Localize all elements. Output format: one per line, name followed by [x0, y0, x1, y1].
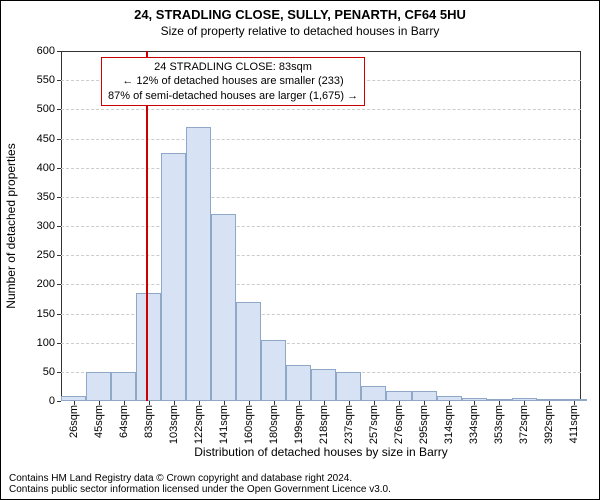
gridline — [61, 109, 581, 110]
histogram-bar — [161, 153, 186, 401]
footer-line-2: Contains public sector information licen… — [9, 484, 391, 495]
x-tick-mark — [99, 401, 100, 405]
gridline — [61, 284, 581, 285]
x-tick-label: 180sqm — [268, 405, 280, 444]
histogram-bar — [236, 302, 261, 401]
x-axis-label: Distribution of detached houses by size … — [194, 445, 447, 459]
x-tick-mark — [574, 401, 575, 405]
x-tick-label: 45sqm — [93, 405, 105, 438]
x-tick-mark — [399, 401, 400, 405]
x-tick-mark — [124, 401, 125, 405]
y-tick-mark — [57, 226, 61, 227]
histogram-bar — [186, 127, 211, 401]
y-tick-mark — [57, 372, 61, 373]
histogram-bar — [261, 340, 286, 401]
x-tick-label: 160sqm — [243, 405, 255, 444]
x-tick-label: 353sqm — [493, 405, 505, 444]
annotation-line-2: ← 12% of detached houses are smaller (23… — [108, 74, 358, 88]
x-tick-mark — [274, 401, 275, 405]
footer-line-1: Contains HM Land Registry data © Crown c… — [9, 473, 391, 484]
y-tick-mark — [57, 109, 61, 110]
histogram-bar — [211, 214, 236, 401]
histogram-bar — [361, 386, 386, 401]
x-tick-label: 334sqm — [468, 405, 480, 444]
histogram-bar — [286, 365, 311, 401]
chart-subtitle: Size of property relative to detached ho… — [1, 24, 599, 38]
x-tick-label: 64sqm — [118, 405, 130, 438]
histogram-bar — [136, 293, 161, 401]
x-tick-mark — [174, 401, 175, 405]
x-tick-label: 83sqm — [143, 405, 155, 438]
x-tick-label: 103sqm — [168, 405, 180, 444]
x-tick-label: 314sqm — [443, 405, 455, 444]
x-tick-mark — [74, 401, 75, 405]
chart-container: 24, STRADLING CLOSE, SULLY, PENARTH, CF6… — [0, 0, 600, 500]
annotation-line-3: 87% of semi-detached houses are larger (… — [108, 89, 358, 103]
x-tick-label: 26sqm — [68, 405, 80, 438]
x-tick-mark — [449, 401, 450, 405]
histogram-bar — [336, 372, 361, 401]
x-tick-mark — [324, 401, 325, 405]
y-tick-mark — [57, 197, 61, 198]
x-tick-mark — [349, 401, 350, 405]
annotation-box: 24 STRADLING CLOSE: 83sqm← 12% of detach… — [101, 57, 365, 106]
y-tick-mark — [57, 80, 61, 81]
x-tick-label: 392sqm — [543, 405, 555, 444]
plot-area: Number of detached properties Distributi… — [61, 51, 581, 401]
x-tick-label: 372sqm — [518, 405, 530, 444]
y-tick-mark — [57, 139, 61, 140]
gridline — [61, 255, 581, 256]
gridline — [61, 226, 581, 227]
x-tick-label: 237sqm — [343, 405, 355, 444]
x-tick-mark — [224, 401, 225, 405]
x-tick-label: 218sqm — [318, 405, 330, 444]
x-tick-label: 411sqm — [568, 405, 580, 443]
x-tick-mark — [374, 401, 375, 405]
x-tick-mark — [299, 401, 300, 405]
x-tick-mark — [249, 401, 250, 405]
histogram-bar — [111, 372, 136, 401]
chart-title: 24, STRADLING CLOSE, SULLY, PENARTH, CF6… — [1, 7, 599, 22]
x-tick-mark — [199, 401, 200, 405]
y-tick-mark — [57, 314, 61, 315]
x-tick-label: 295sqm — [418, 405, 430, 444]
x-tick-label: 199sqm — [293, 405, 305, 444]
gridline — [61, 139, 581, 140]
y-tick-mark — [57, 401, 61, 402]
y-axis-label: Number of detached properties — [4, 143, 18, 308]
y-tick-mark — [57, 255, 61, 256]
x-tick-label: 141sqm — [218, 405, 230, 444]
histogram-bar — [386, 391, 411, 402]
y-tick-mark — [57, 284, 61, 285]
histogram-bar — [86, 372, 111, 401]
x-tick-mark — [499, 401, 500, 405]
y-tick-mark — [57, 51, 61, 52]
gridline — [61, 168, 581, 169]
x-tick-mark — [149, 401, 150, 405]
x-tick-mark — [549, 401, 550, 405]
histogram-bar — [412, 391, 437, 402]
x-tick-label: 122sqm — [193, 405, 205, 444]
x-tick-label: 257sqm — [368, 405, 380, 444]
x-tick-mark — [524, 401, 525, 405]
y-tick-mark — [57, 168, 61, 169]
footer-attribution: Contains HM Land Registry data © Crown c… — [9, 473, 391, 495]
annotation-line-1: 24 STRADLING CLOSE: 83sqm — [108, 60, 358, 74]
histogram-bar — [311, 369, 336, 401]
y-tick-mark — [57, 343, 61, 344]
x-tick-label: 276sqm — [393, 405, 405, 444]
gridline — [61, 197, 581, 198]
x-tick-mark — [474, 401, 475, 405]
x-tick-mark — [424, 401, 425, 405]
